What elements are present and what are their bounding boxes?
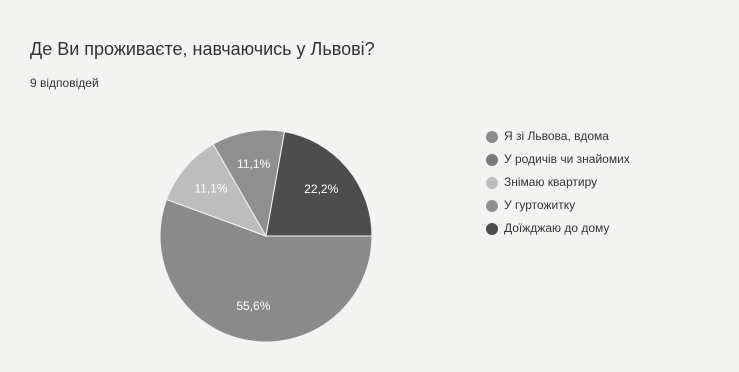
legend-label: Я зі Львова, вдома xyxy=(504,129,609,143)
legend-label: Доїжджаю до дому xyxy=(504,221,609,235)
chart-title: Де Ви проживаєте, навчаючись у Львові? xyxy=(30,39,375,59)
legend-swatch xyxy=(486,131,498,143)
slice-label: 11,1% xyxy=(237,157,270,171)
legend-label: У гуртожитку xyxy=(504,198,575,212)
slice-label: 22,2% xyxy=(304,182,338,196)
slice-label: 11,1% xyxy=(194,182,227,196)
legend-swatch xyxy=(486,223,498,235)
legend-label: Знімаю квартиру xyxy=(504,175,597,189)
pie-slice xyxy=(212,129,286,238)
pie-slice xyxy=(165,143,268,237)
legend-label: У родичів чи знайомих xyxy=(504,152,630,166)
chart-subtitle: 9 відповідей xyxy=(30,76,99,90)
legend-swatch xyxy=(486,200,498,212)
pie-slice xyxy=(265,131,373,237)
pie-slice xyxy=(159,198,373,343)
legend-swatch xyxy=(486,154,498,166)
slice-label: 55,6% xyxy=(236,299,270,313)
legend-swatch xyxy=(486,177,498,189)
